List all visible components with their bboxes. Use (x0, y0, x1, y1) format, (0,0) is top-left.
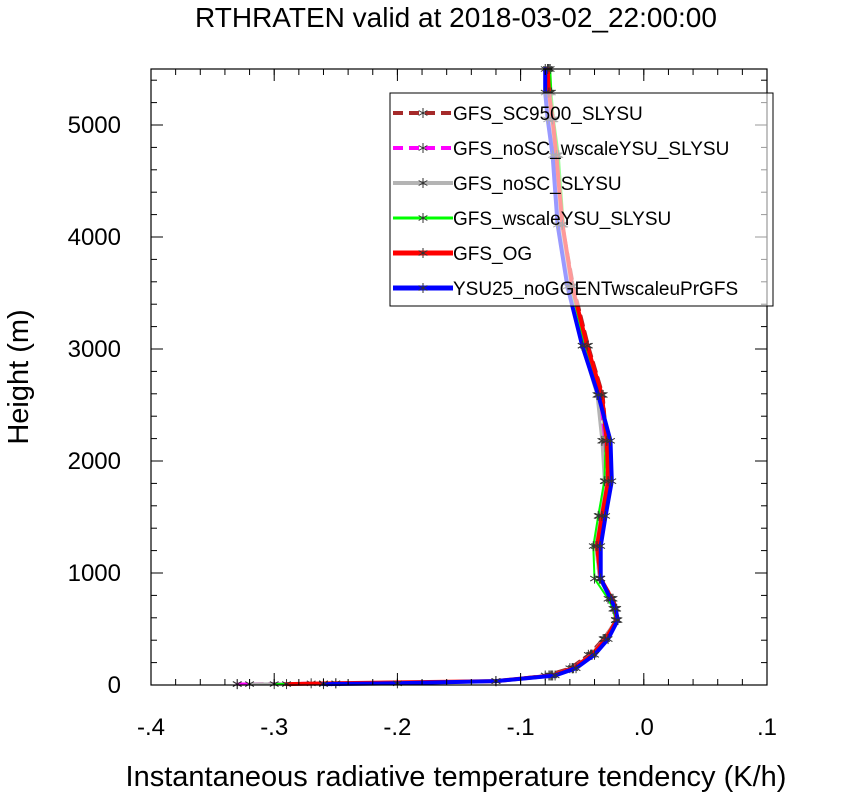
series-point (613, 615, 623, 626)
legend-box (389, 92, 774, 307)
series-point (605, 593, 616, 604)
legend-item: GFS_noSC_SLYSU (393, 174, 622, 195)
legend-marker (418, 213, 428, 223)
legend-label: GFS_noSC_SLYSU (453, 174, 622, 195)
legend-item: YSU25_noGGENTwscaleuPrGFS (393, 279, 738, 300)
series-point (571, 663, 581, 674)
series-point (589, 649, 600, 660)
legend-item: GFS_SC9500_SLYSU (393, 104, 643, 125)
tick-layer: -.4 -.3 -.2 -.1 .0 .1 0 1000 2000 3000 4000 5000 (68, 69, 777, 741)
y-tick-label: 4000 (68, 224, 121, 251)
series-point (593, 389, 603, 400)
x-tick-label: -.1 (507, 714, 535, 741)
legend-item: GFS_noSC_wscaleYSU_SLYSU (393, 139, 729, 160)
series-point (603, 634, 613, 645)
legend-label: GFS_noSC_wscaleYSU_SLYSU (453, 139, 729, 160)
series-point (605, 435, 616, 446)
legend-item: GFS_wscaleYSU_SLYSU (393, 209, 671, 230)
legend-label: YSU25_noGGENTwscaleuPrGFS (453, 279, 738, 300)
series-point (281, 679, 292, 690)
legend: GFS_SC9500_SLYSU GFS_noSC_wscaleYSU_SLYSU… (389, 92, 774, 307)
x-tick-label: -.3 (260, 714, 288, 741)
y-tick-label: 2000 (68, 448, 121, 475)
chart-title: RTHRATEN valid at 2018-03-02_22:00:00 (195, 2, 717, 33)
y-tick-label: 3000 (68, 336, 121, 363)
series-point (596, 541, 606, 552)
legend-label: GFS_SC9500_SLYSU (453, 104, 643, 125)
y-tick-label: 0 (108, 672, 121, 699)
series-point (610, 603, 621, 614)
plot-frame (150, 68, 768, 686)
series-point (577, 340, 587, 351)
y-axis-label: Height (m) (3, 309, 35, 444)
legend-label: GFS_OG (453, 244, 532, 265)
x-tick-label: .0 (634, 714, 654, 741)
y-tick-label: 5000 (68, 112, 121, 139)
series-point (596, 573, 606, 584)
x-tick-label: -.2 (383, 714, 411, 741)
x-tick-label: -.4 (137, 714, 165, 741)
legend-marker (418, 178, 428, 188)
x-axis-label: Instantaneous radiative temperature tend… (126, 761, 787, 793)
x-tick-label: .1 (757, 714, 777, 741)
legend-marker (418, 248, 428, 258)
legend-marker (418, 283, 428, 293)
series-point (607, 476, 617, 487)
legend-marker (418, 143, 428, 153)
series-point (601, 510, 611, 521)
y-tick-label: 1000 (68, 560, 121, 587)
legend-items: GFS_SC9500_SLYSU GFS_noSC_wscaleYSU_SLYSU… (393, 104, 738, 300)
legend-item: GFS_OG (393, 244, 532, 265)
series-point (232, 679, 242, 690)
legend-label: GFS_wscaleYSU_SLYSU (453, 209, 671, 230)
legend-marker (418, 108, 428, 118)
series-point (550, 670, 560, 681)
